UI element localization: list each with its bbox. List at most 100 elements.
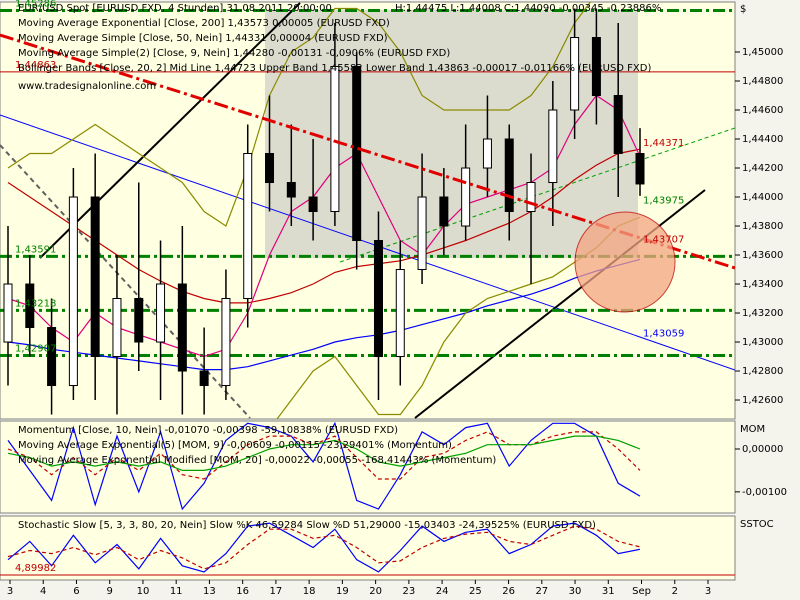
x-tick-label: 19 [336,586,349,597]
chart-title: EUR/USD Spot [EURUSD FXD, 4 Stunden] 31.… [18,3,332,14]
y-tick-label: 1,44800 [742,76,783,87]
y-tick-label: 0,00000 [742,444,783,455]
drawings-top [0,33,735,313]
candle-body [47,327,57,387]
trend-line [0,114,735,371]
level-label: 1,43218 [15,298,56,309]
indicator-line [7,525,641,570]
x-tick-label: 6 [73,586,79,597]
x-tick-label: 17 [270,586,283,597]
candle-body [504,138,514,213]
legend-entry: Momentum [Close, 10, Nein] -0,01070 -0,0… [18,425,398,436]
candle-body [635,153,645,185]
indicator-line [7,435,641,471]
ohlc-readout: H:1,44475 L:1,44008 C:1,44090 -0,00345 -… [395,3,661,14]
indicator-line [276,216,641,419]
x-tick-label: 16 [236,586,249,597]
y-tick-label: 1,42800 [742,366,783,377]
candle-body [548,109,558,184]
candle-body [90,196,100,358]
legend-entry: Moving Average Exponential(5) [MOM, 9] -… [18,440,452,451]
price-plot [0,2,735,419]
level-label: 1,44863 [15,60,56,71]
x-tick-label: 3 [7,586,13,597]
y-tick-label: -0,00100 [742,487,787,498]
indicator-line [7,258,641,371]
y-tick-label: 1,43200 [742,308,783,319]
legend-entry: Moving Average Simple [Close, 50, Nein] … [18,33,388,44]
candle-body [352,66,362,242]
x-tick-label: Sep [632,586,651,597]
candle-body [591,37,601,97]
candle-body [417,196,427,271]
candle-body [177,283,187,372]
stoch-plot [0,522,735,576]
x-tick-label: 30 [569,586,582,597]
y-tick-label: 1,45000 [742,47,783,58]
candle-body [134,298,144,343]
candle-body [265,153,275,184]
x-tick-label: 20 [369,586,382,597]
candle-body [112,298,122,358]
candle-body [68,196,78,387]
mom-plot [7,421,641,511]
watermark: www.tradesignalonline.com [18,81,156,92]
y-tick-label: 1,43800 [742,221,783,232]
legend-entry: Moving Average Simple(2) [Close, 9, Nein… [18,48,450,59]
y-tick-label: 1,44200 [742,163,783,174]
candle-body [286,182,296,198]
stoch-panel [0,515,736,581]
candle-body [25,283,35,329]
x-tick-label: 13 [203,586,216,597]
level-label: 1,45286 [15,0,56,10]
value-label: 1,43707 [643,235,684,246]
trend-line [0,33,735,270]
candle-body [439,196,449,227]
legend-entry: Stochastic Slow [5, 3, 3, 80, 20, Nein] … [18,520,596,531]
value-label: 1,43975 [643,196,684,207]
candle-body [156,283,166,343]
candle-body [3,283,13,343]
x-tick-label: 27 [535,586,548,597]
x-tick-label: 4 [40,586,46,597]
highlight-circle [574,211,676,313]
x-tick-label: 23 [402,586,415,597]
mom-panel [0,420,736,514]
candle-body [308,196,318,213]
level-label: 1,43591 [15,244,56,255]
level-label: 1,42907 [15,344,56,355]
panel-label: MOM [740,424,765,435]
x-tick-label: 3 [705,586,711,597]
candle-body [221,298,231,387]
candle-body [613,95,623,155]
indicator-line [7,2,592,227]
candle-body [526,182,536,213]
y-tick-label: 1,44000 [742,192,783,203]
value-label: 1,44371 [643,138,684,149]
y-tick-label: 1,43400 [742,279,783,290]
x-tick-label: 9 [107,586,113,597]
legend-entry: Moving Average Exponential Modified [MOM… [18,455,496,466]
x-tick-label: 24 [436,586,449,597]
x-tick-label: 10 [137,586,150,597]
indicator-line [7,522,641,573]
candle-body [243,153,253,300]
candle-body [373,240,383,358]
candle-body [482,138,492,169]
trend-line [39,2,301,259]
x-tick-label: 18 [303,586,316,597]
candle-body [395,269,405,358]
panel-label: SSTOC [740,519,774,530]
x-tick-label: 2 [672,586,678,597]
y-tick-label: 1,42600 [742,395,783,406]
y-tick-label: 1,44600 [742,105,783,116]
x-tick-label: 31 [602,586,615,597]
value-label: 1,43059 [643,328,684,339]
legend-entry: Moving Average Exponential [Close, 200] … [18,18,390,29]
candle-body [330,66,340,213]
x-tick-label: 26 [502,586,515,597]
axis-symbol: $ [740,4,746,15]
x-tick-label: 25 [469,586,482,597]
labels: EUR/USD Spot [EURUSD FXD, 4 Stunden] 31.… [7,0,787,597]
